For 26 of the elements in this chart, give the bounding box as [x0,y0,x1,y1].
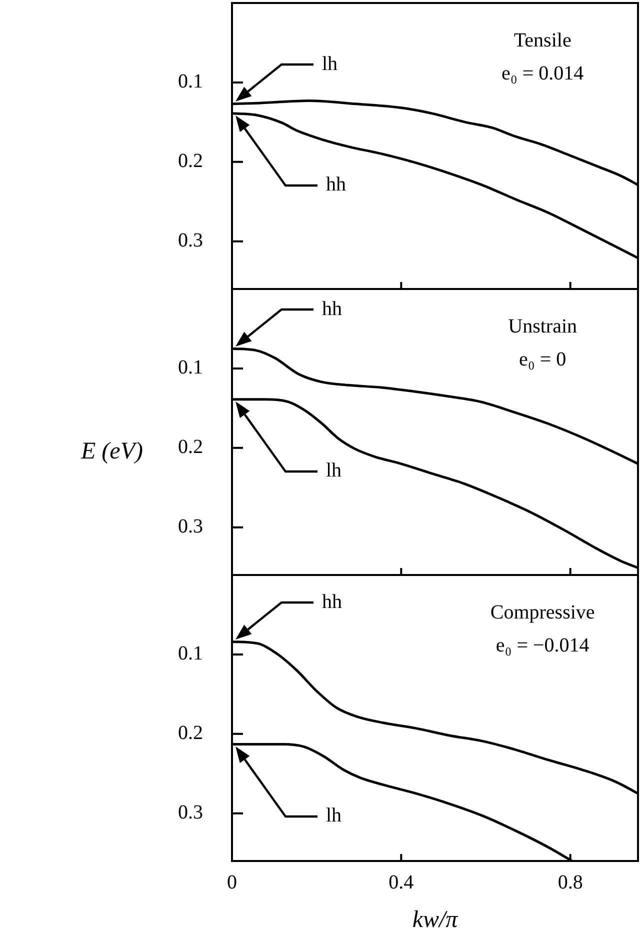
y-axis-title: E (eV) [80,438,143,464]
text: hh [322,590,342,613]
text: Tensile [514,29,572,52]
series-label: lh [326,460,342,482]
y-tick-label: 0.1 [178,70,203,93]
y-tick-label: 0.2 [178,150,203,172]
x-axis-title: kw/π [412,906,459,933]
x-tick-label: 0.4 [388,871,414,894]
series-label: hh [326,174,346,196]
y-tick-label: 0.2 [178,722,203,744]
series-label: lh [322,53,338,76]
y-tick-label: 0.1 [178,642,203,665]
series-label: lh [326,804,342,826]
text: hh [322,298,342,320]
y-tick-label: 0.3 [178,516,203,538]
text: e₀ = 0 [519,348,566,370]
y-tick-label: 0.3 [178,230,203,252]
y-tick-label: 0.3 [178,802,203,824]
text: e₀ = −0.014 [496,634,590,656]
y-tick-label: 0.1 [178,356,203,379]
x-tick-label: 0.8 [558,871,583,894]
x-tick-label: 0 [227,871,237,894]
y-tick-label: 0.2 [178,436,203,458]
text: Unstrain [508,315,578,338]
text: e₀ = 0.014 [502,62,584,84]
text: Compressive [490,601,595,624]
